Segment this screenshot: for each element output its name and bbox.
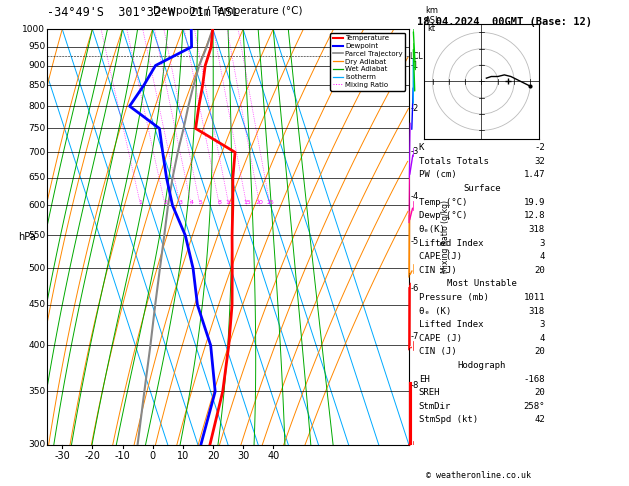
Text: -1: -1 (411, 62, 419, 70)
Text: 32: 32 (534, 157, 545, 166)
Text: PW (cm): PW (cm) (419, 171, 457, 179)
Text: 2: 2 (163, 200, 167, 206)
Text: Surface: Surface (463, 184, 501, 193)
Text: -168: -168 (523, 375, 545, 383)
Text: 550: 550 (28, 231, 45, 240)
Text: 40: 40 (267, 451, 279, 461)
Text: 19.9: 19.9 (523, 198, 545, 207)
Text: -34°49'S  301°32'W  21m ASL: -34°49'S 301°32'W 21m ASL (47, 6, 240, 19)
Text: -10: -10 (114, 451, 130, 461)
Text: 20: 20 (207, 451, 219, 461)
Text: 350: 350 (28, 387, 45, 396)
Text: 30: 30 (237, 451, 249, 461)
Text: -8: -8 (411, 381, 419, 390)
Text: kt: kt (428, 24, 436, 33)
Text: Totals Totals: Totals Totals (419, 157, 489, 166)
Text: -2: -2 (534, 143, 545, 152)
Text: 18.04.2024  00GMT (Base: 12): 18.04.2024 00GMT (Base: 12) (417, 17, 592, 27)
Text: -6: -6 (411, 284, 419, 293)
Text: 4: 4 (540, 252, 545, 261)
Text: 950: 950 (28, 42, 45, 52)
Text: 4: 4 (189, 200, 193, 206)
Text: 850: 850 (28, 81, 45, 90)
Text: Dewp (°C): Dewp (°C) (419, 211, 467, 220)
Text: 300: 300 (28, 440, 45, 449)
Text: 450: 450 (28, 300, 45, 309)
Text: EH: EH (419, 375, 430, 383)
Text: 900: 900 (28, 61, 45, 70)
Text: 15: 15 (243, 200, 250, 206)
Text: 500: 500 (28, 264, 45, 273)
Legend: Temperature, Dewpoint, Parcel Trajectory, Dry Adiabat, Wet Adiabat, Isotherm, Mi: Temperature, Dewpoint, Parcel Trajectory… (330, 33, 405, 90)
Text: km
ASL: km ASL (425, 6, 441, 25)
Text: -2: -2 (411, 104, 419, 113)
Text: © weatheronline.co.uk: © weatheronline.co.uk (426, 471, 530, 480)
Text: StmSpd (kt): StmSpd (kt) (419, 416, 478, 424)
Text: Lifted Index: Lifted Index (419, 320, 483, 329)
Text: 20: 20 (534, 347, 545, 356)
Text: 1000: 1000 (23, 25, 45, 34)
Text: SREH: SREH (419, 388, 440, 397)
Text: Mixing Ratio (g/kg): Mixing Ratio (g/kg) (440, 200, 450, 274)
Text: hPa: hPa (18, 232, 36, 242)
Text: Pressure (mb): Pressure (mb) (419, 293, 489, 302)
Text: 1: 1 (139, 200, 143, 206)
Text: 10: 10 (225, 200, 233, 206)
Text: LCL: LCL (409, 52, 423, 61)
Text: 8: 8 (218, 200, 221, 206)
Text: 1.47: 1.47 (523, 171, 545, 179)
Text: StmDir: StmDir (419, 402, 451, 411)
Text: -4: -4 (411, 191, 419, 201)
Text: θₑ(K): θₑ(K) (419, 225, 445, 234)
Text: 25: 25 (266, 200, 274, 206)
Text: 0: 0 (150, 451, 156, 461)
Text: 1011: 1011 (523, 293, 545, 302)
Text: 4: 4 (540, 334, 545, 343)
Text: 800: 800 (28, 102, 45, 111)
Text: 12.8: 12.8 (523, 211, 545, 220)
Text: 42: 42 (534, 416, 545, 424)
Text: -5: -5 (411, 237, 419, 246)
Text: -7: -7 (411, 332, 419, 341)
Text: 318: 318 (529, 307, 545, 315)
Text: -30: -30 (54, 451, 70, 461)
Text: CAPE (J): CAPE (J) (419, 334, 462, 343)
Text: CIN (J): CIN (J) (419, 347, 457, 356)
Text: -3: -3 (411, 147, 419, 156)
Text: θₑ (K): θₑ (K) (419, 307, 451, 315)
Text: 258°: 258° (523, 402, 545, 411)
Text: Temp (°C): Temp (°C) (419, 198, 467, 207)
Text: 5: 5 (198, 200, 202, 206)
Text: K: K (419, 143, 424, 152)
Text: 3: 3 (178, 200, 182, 206)
Text: 10: 10 (177, 451, 189, 461)
Text: Dewpoint / Temperature (°C): Dewpoint / Temperature (°C) (153, 6, 303, 17)
Text: 318: 318 (529, 225, 545, 234)
Text: Hodograph: Hodograph (458, 361, 506, 370)
Text: 3: 3 (540, 239, 545, 247)
Text: 750: 750 (28, 124, 45, 133)
Text: 600: 600 (28, 201, 45, 210)
Text: Lifted Index: Lifted Index (419, 239, 483, 247)
Text: CAPE (J): CAPE (J) (419, 252, 462, 261)
Text: 20: 20 (534, 388, 545, 397)
Text: 400: 400 (28, 341, 45, 350)
Text: 20: 20 (534, 266, 545, 275)
Text: 650: 650 (28, 174, 45, 182)
Text: 3: 3 (540, 320, 545, 329)
Text: Most Unstable: Most Unstable (447, 279, 517, 288)
Text: 700: 700 (28, 148, 45, 157)
Text: 20: 20 (256, 200, 264, 206)
Text: -20: -20 (84, 451, 100, 461)
Text: CIN (J): CIN (J) (419, 266, 457, 275)
